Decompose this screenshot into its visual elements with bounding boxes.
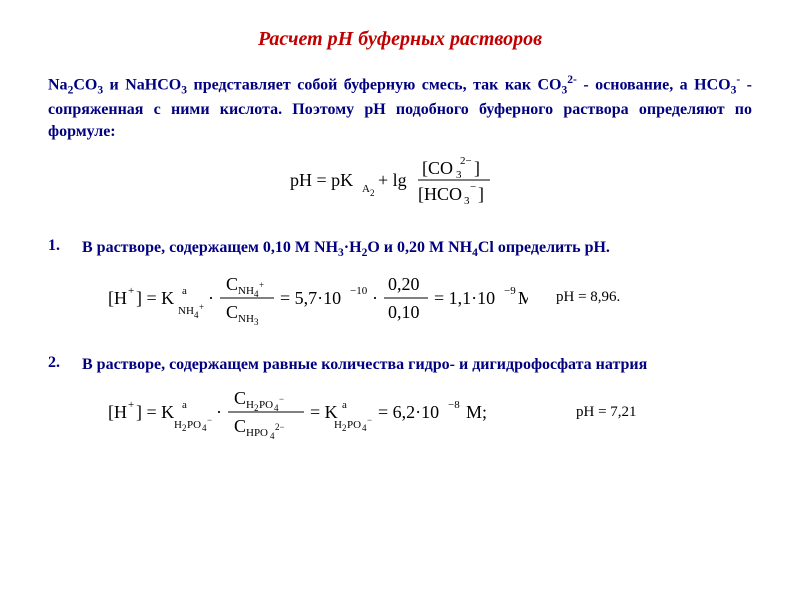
svg-text:= 6,2·10: = 6,2·10 — [378, 402, 439, 422]
svg-text:+: + — [259, 280, 264, 290]
svg-text:NH: NH — [238, 313, 254, 325]
svg-text:a: a — [342, 399, 347, 411]
svg-text:4: 4 — [270, 431, 275, 441]
svg-text:C: C — [226, 274, 238, 294]
svg-text:2−: 2− — [460, 155, 472, 167]
svg-text:= 5,7·10: = 5,7·10 — [280, 288, 341, 308]
svg-text:−10: −10 — [350, 285, 368, 297]
svg-text:PO: PO — [187, 419, 201, 431]
svg-text:H: H — [334, 419, 342, 431]
svg-text:+: + — [199, 302, 204, 312]
svg-text:H: H — [174, 419, 182, 431]
svg-text:3: 3 — [456, 169, 462, 181]
svg-text:+: + — [128, 285, 134, 297]
buffer-formula: pH = pK A 2 + lg [CO 3 2− ] [HCO 3 − ] — [48, 152, 752, 213]
page-container: Расчет рН буферных растворов Na2CO3 и Na… — [0, 0, 800, 490]
svg-text:NH: NH — [238, 285, 254, 297]
page-title: Расчет рН буферных растворов — [48, 28, 752, 51]
svg-text:[HCO: [HCO — [418, 184, 462, 204]
svg-text:−: − — [207, 415, 212, 425]
svg-text:a: a — [182, 285, 187, 297]
svg-text:·: · — [372, 288, 378, 308]
svg-text:C: C — [234, 388, 246, 408]
svg-text:A: A — [362, 183, 370, 195]
svg-text:·: · — [216, 402, 222, 422]
svg-text:PO: PO — [259, 399, 273, 411]
svg-text:+: + — [128, 399, 134, 411]
svg-text:[CO: [CO — [422, 158, 453, 178]
item-number: 1. — [48, 237, 82, 262]
svg-text:C: C — [234, 416, 246, 436]
svg-text:+ lg: + lg — [378, 170, 407, 190]
item-number: 2. — [48, 354, 82, 376]
svg-text:−: − — [279, 394, 284, 404]
problem-2: 2. В растворе, содержащем равные количес… — [48, 354, 752, 376]
problem-1: 1. В растворе, содержащем 0,10 М NH3·H2O… — [48, 237, 752, 262]
svg-text:0,10: 0,10 — [388, 302, 420, 322]
svg-text:2: 2 — [182, 423, 187, 433]
svg-text:[H: [H — [108, 402, 127, 422]
svg-text:0,20: 0,20 — [388, 274, 420, 294]
svg-text:M;: M; — [466, 402, 487, 422]
formula-2: [H + ] = K a H 2 PO 4 − · C H 2 PO 4 − C… — [108, 382, 548, 444]
svg-text:2: 2 — [370, 188, 375, 198]
svg-text:4: 4 — [254, 289, 259, 299]
svg-text:4: 4 — [274, 403, 279, 413]
svg-text:H: H — [246, 399, 254, 411]
svg-text:3: 3 — [254, 317, 259, 327]
svg-text:2: 2 — [342, 423, 347, 433]
svg-text:]: ] — [478, 184, 484, 204]
svg-text:3: 3 — [464, 195, 470, 207]
svg-text:NH: NH — [178, 305, 194, 317]
result-1: pH = 8,96. — [556, 289, 620, 306]
svg-text:] = K: ] = K — [136, 402, 174, 422]
svg-text:2−: 2− — [275, 422, 285, 432]
svg-text:HPO: HPO — [246, 427, 268, 439]
svg-text:−: − — [367, 415, 372, 425]
svg-text:−8: −8 — [448, 399, 460, 411]
svg-text:C: C — [226, 302, 238, 322]
svg-text:] = K: ] = K — [136, 288, 174, 308]
svg-text:PO: PO — [347, 419, 361, 431]
svg-text:[H: [H — [108, 288, 127, 308]
formula-2-row: [H + ] = K a H 2 PO 4 − · C H 2 PO 4 − C… — [108, 382, 752, 444]
formula-1-row: [H + ] = K a NH 4 + · C NH 4 + C NH 3 = … — [108, 268, 752, 328]
result-2: pH = 7,21 — [576, 404, 637, 421]
intro-paragraph: Na2CO3 и NaHCO3 представляет собой буфер… — [48, 73, 752, 142]
svg-text:M: M — [518, 288, 528, 308]
item-text: В растворе, содержащем 0,10 М NH3·H2O и … — [82, 237, 752, 262]
svg-text:−: − — [470, 181, 476, 193]
svg-text:·: · — [208, 288, 214, 308]
svg-text:a: a — [182, 399, 187, 411]
formula-1: [H + ] = K a NH 4 + · C NH 4 + C NH 3 = … — [108, 268, 528, 328]
svg-text:]: ] — [474, 158, 480, 178]
svg-text:2: 2 — [254, 403, 259, 413]
svg-text:pH = pK: pH = pK — [290, 170, 353, 190]
item-text: В растворе, содержащем равные количества… — [82, 354, 752, 376]
svg-text:= 1,1·10: = 1,1·10 — [434, 288, 495, 308]
svg-text:−9: −9 — [504, 285, 516, 297]
